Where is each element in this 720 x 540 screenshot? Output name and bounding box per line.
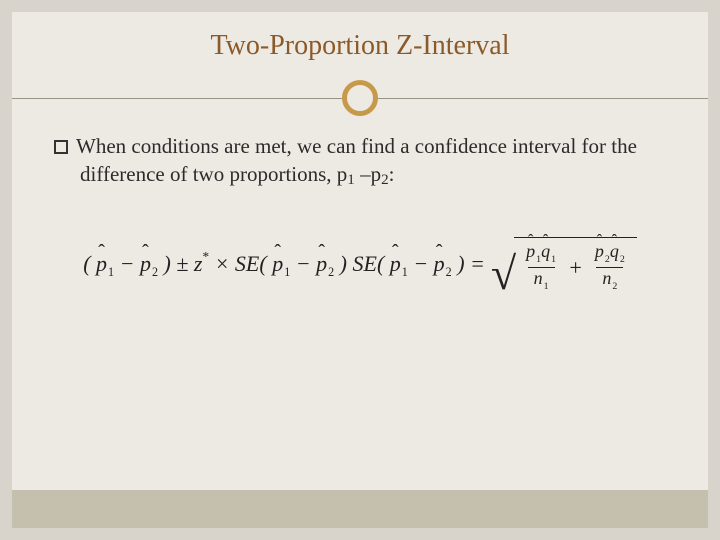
rparen: ) [164,251,171,276]
p2-sub: 2 [152,265,158,279]
plus: + [568,255,583,281]
ci-formula: ( p1 − p2 ) ± z* × SE( p1 − p2 ) [83,249,347,280]
sqrt: √ p1q1 n1 + p [491,237,637,293]
p2-hat-d: p [595,242,604,262]
p2-letter: p [371,162,382,186]
title-area: Two-Proportion Z-Interval [12,12,708,116]
se-formula: SE( p1 − p2 ) = √ p1q1 [352,237,636,293]
minus: − [120,251,140,276]
slide: Two-Proportion Z-Interval When condition… [12,12,708,528]
p2-hat-c: p [434,251,445,277]
p1-sub: 1 [108,265,114,279]
n2: n [602,268,611,288]
lparen3: ( [377,251,384,276]
q1-hat: q [541,242,550,262]
rparen2: ) [340,251,347,276]
p1-hat-c: p [390,251,401,277]
plus-minus: ± [176,251,194,276]
sub-1: 1 [347,172,355,188]
p2-hat: p [140,251,151,277]
p1-hat-b: p [272,251,283,277]
rparen3: ) [457,251,464,276]
frac-2: p2q2 n2 [591,242,629,293]
body-tail: : [389,162,395,186]
lparen: ( [83,251,90,276]
minus3: − [413,251,433,276]
sub-2: 2 [381,172,389,188]
times: × [215,251,235,276]
radicand: p1q1 n1 + p2q2 n2 [514,237,637,293]
bullet-square-icon [54,140,68,154]
p1-hat-d: p [526,242,535,262]
n1: n [534,268,543,288]
p1-hat: p [96,251,107,277]
lparen2: ( [259,251,266,276]
endash: – [355,162,371,186]
formula-block: ( p1 − p2 ) ± z* × SE( p1 − p2 ) SE( p1 [54,227,666,314]
SE: SE [235,251,259,276]
content-area: When conditions are met, we can find a c… [12,116,708,314]
radical-icon: √ [491,256,516,293]
minus2: − [296,251,316,276]
SE2: SE [352,251,376,276]
q2-hat: q [610,242,619,262]
equals: = [470,251,485,276]
frac-1: p1q1 n1 [522,242,560,293]
footer-bar [12,490,708,528]
z-star: * [202,249,209,264]
p2-hat-b: p [316,251,327,277]
title-rule [12,80,708,116]
body-paragraph: When conditions are met, we can find a c… [80,132,666,191]
slide-title: Two-Proportion Z-Interval [12,30,708,62]
accent-circle-icon [342,80,378,116]
